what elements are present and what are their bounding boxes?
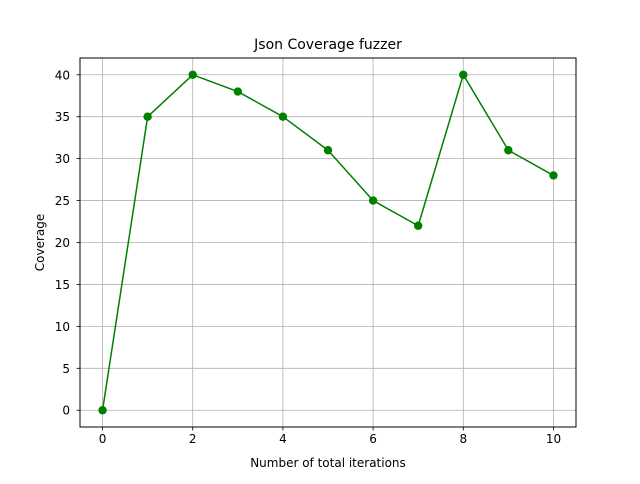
x-tick-label: 2 <box>189 432 197 446</box>
y-tick-label: 25 <box>55 194 70 208</box>
y-axis-ticks: 0 5 10 15 20 25 30 35 40 <box>55 68 80 418</box>
data-point <box>368 196 378 205</box>
y-tick-label: 15 <box>55 278 70 292</box>
data-point <box>143 112 152 121</box>
data-point <box>323 146 333 155</box>
y-tick-label: 30 <box>55 152 70 166</box>
x-axis-label: Number of total iterations <box>250 456 406 470</box>
x-tick-label: 4 <box>279 432 287 446</box>
chart-title: Json Coverage fuzzer <box>253 37 402 53</box>
y-tick-label: 0 <box>62 404 70 418</box>
y-tick-label: 40 <box>55 68 70 82</box>
data-point <box>278 112 288 121</box>
x-axis-ticks: 0 2 4 6 8 10 <box>99 427 561 446</box>
data-point <box>504 146 513 155</box>
grid-lines <box>80 58 576 427</box>
x-tick-label: 6 <box>369 432 377 446</box>
data-point <box>413 221 423 230</box>
data-point <box>459 70 468 79</box>
x-tick-label: 8 <box>459 432 467 446</box>
y-axis-label: Coverage <box>33 214 47 272</box>
data-point <box>549 171 558 180</box>
series-layer <box>98 70 558 415</box>
y-tick-label: 10 <box>55 320 70 334</box>
x-tick-label: 0 <box>99 432 107 446</box>
data-point <box>188 70 197 79</box>
y-tick-label: 35 <box>55 110 70 124</box>
data-point <box>98 406 107 415</box>
y-tick-label: 5 <box>62 362 70 376</box>
data-point <box>233 87 243 96</box>
y-tick-label: 20 <box>55 236 70 250</box>
x-tick-label: 10 <box>546 432 561 446</box>
